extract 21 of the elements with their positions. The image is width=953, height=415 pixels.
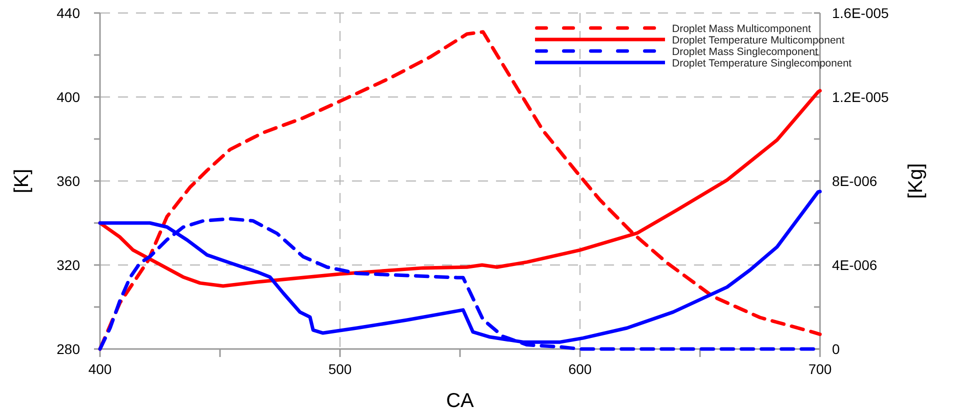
x-axis-title: CA	[446, 390, 475, 412]
y2-tick-label: 4E-006	[832, 257, 878, 273]
y2-tick-label: 0	[832, 341, 840, 357]
y2-tick-label: 8E-006	[832, 173, 878, 189]
x-tick-label: 400	[88, 361, 112, 377]
x-tick-label: 700	[808, 361, 832, 377]
legend-label: Droplet Mass Singlecomponent	[672, 46, 818, 58]
y-tick-label: 280	[56, 341, 80, 357]
x-tick-label: 600	[568, 361, 592, 377]
x-tick-label: 500	[328, 361, 352, 377]
y-tick-label: 320	[56, 257, 80, 273]
y-tick-label: 360	[56, 173, 80, 189]
y2-tick-label: 1.6E-005	[832, 5, 890, 21]
legend-label: Droplet Temperature Singlecomponent	[672, 58, 852, 70]
legend-label: Droplet Temperature Multicomponent	[672, 34, 845, 46]
y-tick-label: 400	[56, 89, 80, 105]
y-tick-label: 440	[56, 5, 80, 21]
y2-axis-title: [Kg]	[905, 163, 927, 199]
legend-label: Droplet Mass Multicomponent	[672, 23, 811, 35]
y-axis-title: [K]	[11, 168, 33, 194]
y2-tick-label: 1.2E-005	[832, 89, 890, 105]
